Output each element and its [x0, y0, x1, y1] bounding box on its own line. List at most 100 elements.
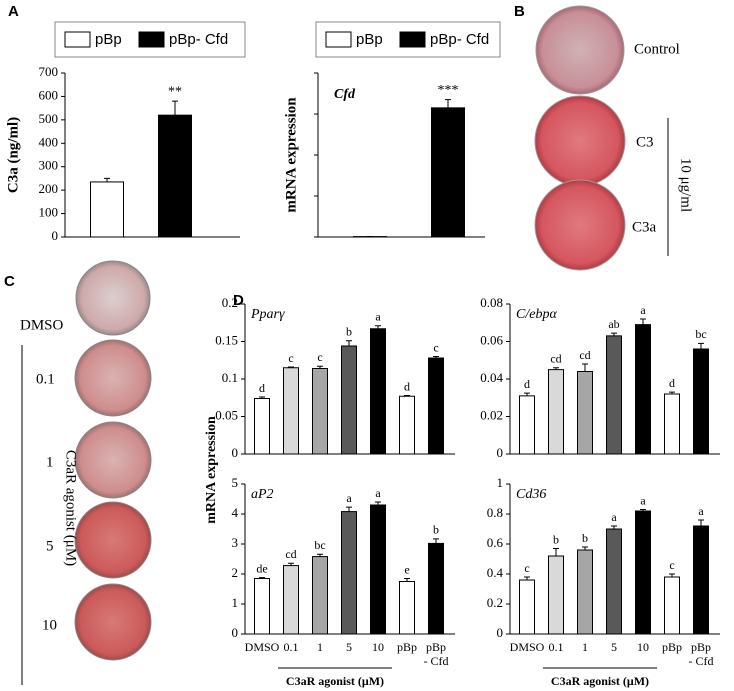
legend-box	[315, 21, 501, 58]
legend-swatch	[138, 31, 165, 48]
x-tick-label: 10	[637, 640, 649, 654]
error-bar	[582, 363, 588, 372]
significance-letter: cd	[285, 547, 296, 561]
x-axis-label: C3aR agonist (μM)	[551, 674, 649, 688]
legend-swatch	[64, 31, 91, 48]
bar	[664, 393, 680, 455]
panel-label: C	[4, 273, 15, 290]
significance-letter: a	[640, 303, 646, 317]
bar	[693, 525, 709, 635]
plate	[74, 501, 152, 579]
error-bar	[259, 396, 265, 399]
error-bar	[553, 367, 559, 370]
error-bar	[524, 576, 530, 580]
bar	[428, 542, 444, 635]
error-bar	[524, 392, 530, 396]
x-tick-label: 0.1	[284, 640, 299, 654]
plate-label: Control	[634, 41, 680, 57]
error-bar	[104, 177, 110, 182]
bar	[431, 107, 465, 238]
legend-label: pBp	[95, 31, 122, 48]
bar	[399, 395, 415, 455]
bar	[370, 504, 386, 635]
bar	[635, 324, 651, 455]
x-tick-label: 1	[317, 640, 323, 654]
error-bar	[445, 99, 451, 108]
panel-label: D	[233, 292, 244, 309]
significance-letter: e	[404, 562, 409, 576]
y-tick-label: 700	[39, 64, 59, 79]
y-tick-label: 100	[39, 205, 59, 220]
error-bar	[669, 391, 675, 394]
x-tick-label: DMSO	[245, 640, 280, 654]
y-tick-label: 3	[232, 535, 239, 550]
error-bar	[698, 342, 704, 349]
bar	[312, 556, 328, 635]
panel-label: A	[8, 3, 19, 20]
error-bar	[317, 553, 323, 557]
bar	[283, 565, 299, 635]
significance-letter: bc	[314, 538, 325, 552]
error-bar	[640, 509, 646, 511]
plate-label: 1	[46, 454, 54, 470]
x-axis-label: C3aR agonist (μM)	[286, 674, 384, 688]
error-bar	[288, 366, 294, 368]
bar	[606, 335, 622, 455]
error-bar	[433, 538, 439, 544]
significance-letter: d	[259, 381, 265, 395]
y-tick-label: 0	[232, 445, 239, 460]
annotation: ***	[438, 83, 459, 98]
significance-letter: d	[524, 377, 530, 391]
significance-letter: c	[317, 350, 322, 364]
chart-title: aP2	[251, 487, 274, 502]
plate-label: C3	[636, 134, 654, 150]
significance-letter: c	[669, 558, 674, 572]
x-tick-label: pBp	[426, 640, 446, 654]
y-tick-label: 0	[497, 625, 504, 640]
error-bar	[611, 525, 617, 529]
plate	[535, 5, 625, 95]
plate	[74, 583, 152, 661]
y-tick-label: 2	[232, 565, 239, 580]
bar	[428, 357, 444, 455]
y-tick-label: 0.2	[487, 595, 503, 610]
error-bar	[669, 573, 675, 577]
significance-letter: a	[375, 310, 381, 324]
plate	[74, 339, 152, 417]
bar	[664, 576, 680, 635]
bar	[341, 345, 357, 455]
x-tick-label: 5	[346, 640, 352, 654]
bar	[548, 369, 564, 455]
bar	[90, 181, 124, 238]
bar	[606, 528, 622, 635]
plate	[534, 95, 626, 187]
error-bar	[346, 506, 352, 512]
error-bar	[698, 519, 704, 526]
error-bar	[433, 356, 439, 358]
significance-letter: a	[375, 486, 381, 500]
plate-label: 5	[46, 538, 54, 554]
y-tick-label: 0.06	[480, 332, 503, 347]
y-axis-label: mRNA expression	[204, 416, 219, 524]
error-bar	[346, 340, 352, 346]
dose-label: 10 μg/ml	[678, 158, 694, 212]
y-tick-label: 0.15	[215, 332, 238, 347]
error-bar	[375, 501, 381, 505]
y-tick-label: 0.2	[222, 295, 238, 310]
y-tick-label: 1	[232, 595, 239, 610]
y-tick-label: 0.4	[487, 565, 504, 580]
significance-letter: a	[698, 504, 704, 518]
significance-letter: ab	[608, 317, 619, 331]
axis-label: C3aR agonist (μM)	[63, 450, 79, 566]
chart-title: Cd36	[516, 487, 546, 502]
y-axis-label: mRNA expression	[283, 97, 299, 213]
y-tick-label: 0.6	[487, 535, 504, 550]
bar	[283, 367, 299, 455]
significance-letter: bc	[695, 327, 706, 341]
x-tick-label: pBp	[691, 640, 711, 654]
y-tick-label: 0.08	[480, 295, 503, 310]
significance-letter: b	[582, 531, 588, 545]
legend-swatch	[325, 31, 352, 48]
x-tick-label: pBp	[662, 640, 682, 654]
significance-letter: b	[433, 523, 439, 537]
